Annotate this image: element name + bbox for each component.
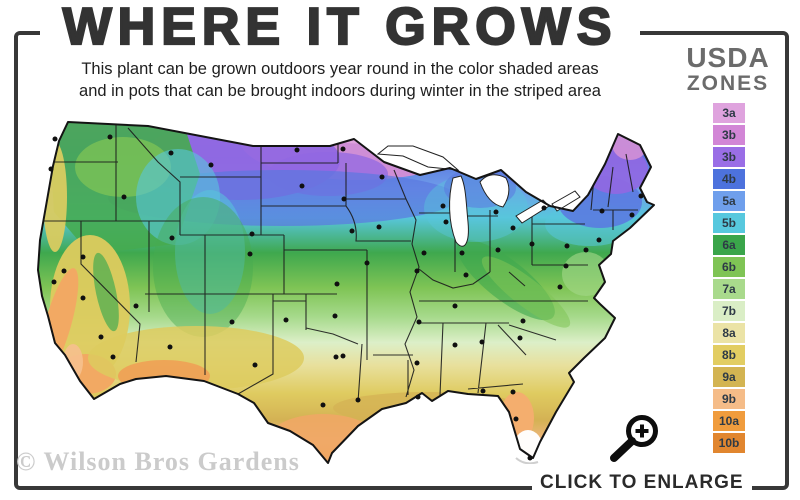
watermark: © Wilson Bros Gardens: [16, 447, 300, 476]
zone-chip: 6b: [713, 257, 745, 277]
subtitle-line-2: and in pots that can be brought indoors …: [79, 81, 601, 100]
subtitle: This plant can be grown outdoors year ro…: [40, 59, 640, 102]
zone-chip: 10a: [713, 411, 745, 431]
zone-chip: 3b: [713, 147, 745, 167]
zone-chip: 4b: [713, 169, 745, 189]
legend-title-zones: ZONES: [686, 72, 770, 95]
subtitle-line-1: This plant can be grown outdoors year ro…: [81, 60, 599, 78]
great-lakes: [376, 145, 581, 247]
zone-shading: [38, 122, 654, 463]
zone-chip: 3a: [713, 103, 745, 123]
click-to-enlarge-button[interactable]: CLICK TO ENLARGE: [532, 470, 752, 496]
zone-chip: 3b: [713, 125, 745, 145]
magnifier-plus-icon[interactable]: [600, 410, 662, 466]
zone-chip: 9a: [713, 367, 745, 387]
zone-chip: 5a: [713, 191, 745, 211]
zone-list: 3a 3b 3b 4b 5a 5b 6a 6b 7a 7b 8a 8b 9a 9b 10a 10b: [713, 103, 745, 455]
us-hardiness-map[interactable]: [28, 112, 678, 464]
zone-chip: 8b: [713, 345, 745, 365]
zone-chip: 10b: [713, 433, 745, 453]
city-dots: [48, 134, 644, 461]
legend-title: USDA ZONES: [676, 42, 780, 96]
zone-chip: 8a: [713, 323, 745, 343]
zone-chip: 5b: [713, 213, 745, 233]
state-borders: [38, 122, 638, 403]
page-title: WHERE IT GROWS: [40, 0, 640, 57]
zone-chip: 7a: [713, 279, 745, 299]
legend-title-usda: USDA: [686, 42, 770, 73]
zone-chip: 9b: [713, 389, 745, 409]
us-outline: [37, 121, 655, 464]
florida-keys: [515, 457, 539, 464]
zone-chip: 6a: [713, 235, 745, 255]
zone-chip: 7b: [713, 301, 745, 321]
